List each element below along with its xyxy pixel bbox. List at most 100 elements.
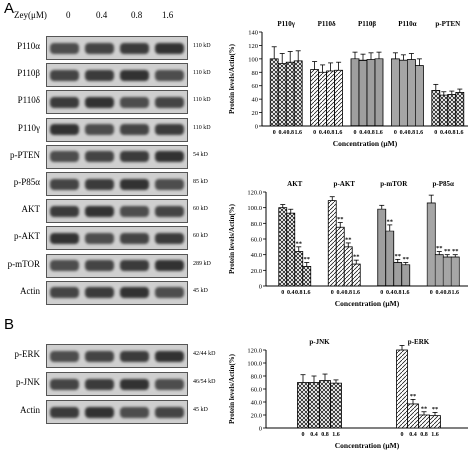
blot-band — [50, 350, 79, 362]
blot-kd-label: 289 kD — [193, 260, 211, 267]
blot-kd-label: 110 kD — [193, 43, 211, 49]
category-label: 0 — [302, 432, 305, 438]
blot-strip — [46, 372, 188, 396]
blot-band — [85, 205, 114, 217]
y-tick-label: 40.0 — [251, 400, 262, 407]
category-label: 0 — [354, 130, 357, 136]
blot-label-p-p85-: p-P85α — [13, 177, 40, 187]
dose-2: 0.8 — [131, 10, 143, 20]
bar — [385, 230, 395, 287]
group-label: p-JNK — [309, 338, 330, 346]
y-tick-label: 0 — [255, 124, 258, 131]
x-axis-label: Concentration (μM) — [335, 441, 400, 450]
bar-chart-p110-pten: 0 20 40 60 80 100 120 140 Protein levels/Actin(%… — [228, 20, 468, 148]
significance-label: ** — [410, 393, 417, 400]
blot-band — [155, 178, 184, 190]
significance-label: ** — [296, 240, 303, 247]
y-tick-label: 120.0 — [247, 348, 262, 355]
y-tick-label: 80.0 — [251, 221, 262, 228]
bar — [297, 382, 309, 429]
bar — [294, 251, 304, 287]
blot-band — [120, 151, 149, 163]
category-label: 0.8 — [345, 290, 353, 296]
blot-band — [85, 350, 114, 362]
blot-band — [155, 406, 184, 418]
blot-band — [120, 42, 149, 54]
blot-band — [85, 69, 114, 81]
category-label: 1.6 — [294, 130, 302, 136]
category-label: 0.4 — [386, 290, 394, 296]
blot-band — [155, 124, 184, 136]
blot-kd-label: 110 kD — [193, 97, 211, 104]
bar — [406, 59, 416, 127]
category-label: 0.4 — [319, 130, 327, 136]
y-axis-label: Protein levels/Actin(%) — [228, 353, 236, 424]
y-tick-label: 0 — [259, 426, 262, 433]
y-tick-label: 20 — [252, 110, 259, 117]
blot-band — [120, 69, 149, 81]
blot-band — [85, 406, 114, 418]
bar — [343, 246, 353, 287]
bar — [431, 90, 441, 127]
blot-band — [120, 232, 149, 244]
bar — [302, 266, 312, 287]
blot-band — [50, 406, 79, 418]
bar — [393, 262, 403, 287]
category-label: 0.8 — [286, 130, 294, 136]
significance-label: ** — [403, 256, 410, 263]
category-label: 0.8 — [295, 290, 303, 296]
blot-band — [50, 232, 79, 244]
group-label: p-AKT — [334, 180, 356, 188]
blot-band — [155, 69, 184, 81]
bar — [286, 212, 296, 287]
bar — [293, 60, 303, 127]
bar-chart-jnk-erk: 0 20.0 40.0 60.0 80.0 100.0 120.0 Protein level… — [228, 338, 468, 450]
category-label: 0.8 — [448, 130, 456, 136]
category-label: 0.4 — [310, 432, 318, 438]
category-label: 1.6 — [456, 130, 464, 136]
category-label: 1.6 — [416, 130, 424, 136]
blot-band — [50, 96, 79, 108]
category-label: 0.4 — [409, 432, 417, 438]
blot-kd-label: 60 kD — [193, 206, 208, 213]
blot-band — [120, 406, 149, 418]
blot-band — [155, 96, 184, 108]
blot-label-p-pten: p-PTEN — [10, 149, 40, 160]
group-label: P110γ — [277, 20, 295, 28]
blot-strip — [46, 199, 188, 224]
category-label: 1.6 — [335, 130, 343, 136]
category-label: 0.4 — [278, 130, 286, 136]
bar — [407, 403, 419, 429]
category-label: 0 — [434, 130, 437, 136]
bar — [310, 69, 319, 127]
blot-strip — [46, 344, 188, 368]
y-tick-label: 120.0 — [247, 190, 262, 197]
blot-kd-label: 45 kD — [193, 407, 208, 413]
y-tick-label: 0 — [259, 284, 262, 291]
category-label: 0.8 — [367, 130, 375, 136]
bar — [278, 207, 288, 287]
category-label: 0 — [281, 290, 284, 296]
panel-letter-b: B — [4, 316, 15, 333]
blot-label-p110-: P110α — [17, 41, 40, 51]
blot-label-p-akt: p-AKT — [14, 231, 40, 242]
blot-band — [50, 124, 79, 136]
blot-band — [85, 151, 114, 163]
group-label: P110β — [358, 20, 376, 28]
blot-band — [85, 260, 114, 272]
bar — [327, 200, 337, 287]
bar — [439, 94, 449, 127]
significance-label: ** — [432, 406, 439, 413]
blot-strip — [46, 117, 188, 142]
category-label: 1.6 — [332, 432, 340, 438]
blot-band — [50, 205, 79, 217]
bar — [418, 414, 430, 429]
significance-label: ** — [436, 245, 443, 252]
group-label: p-mTOR — [380, 180, 408, 188]
category-label: 0 — [313, 130, 316, 136]
category-label: 0.4 — [287, 290, 295, 296]
significance-label: ** — [395, 253, 402, 260]
bar — [429, 415, 441, 429]
blot-label-p-erk: p-ERK — [14, 349, 41, 359]
bar — [414, 65, 424, 127]
